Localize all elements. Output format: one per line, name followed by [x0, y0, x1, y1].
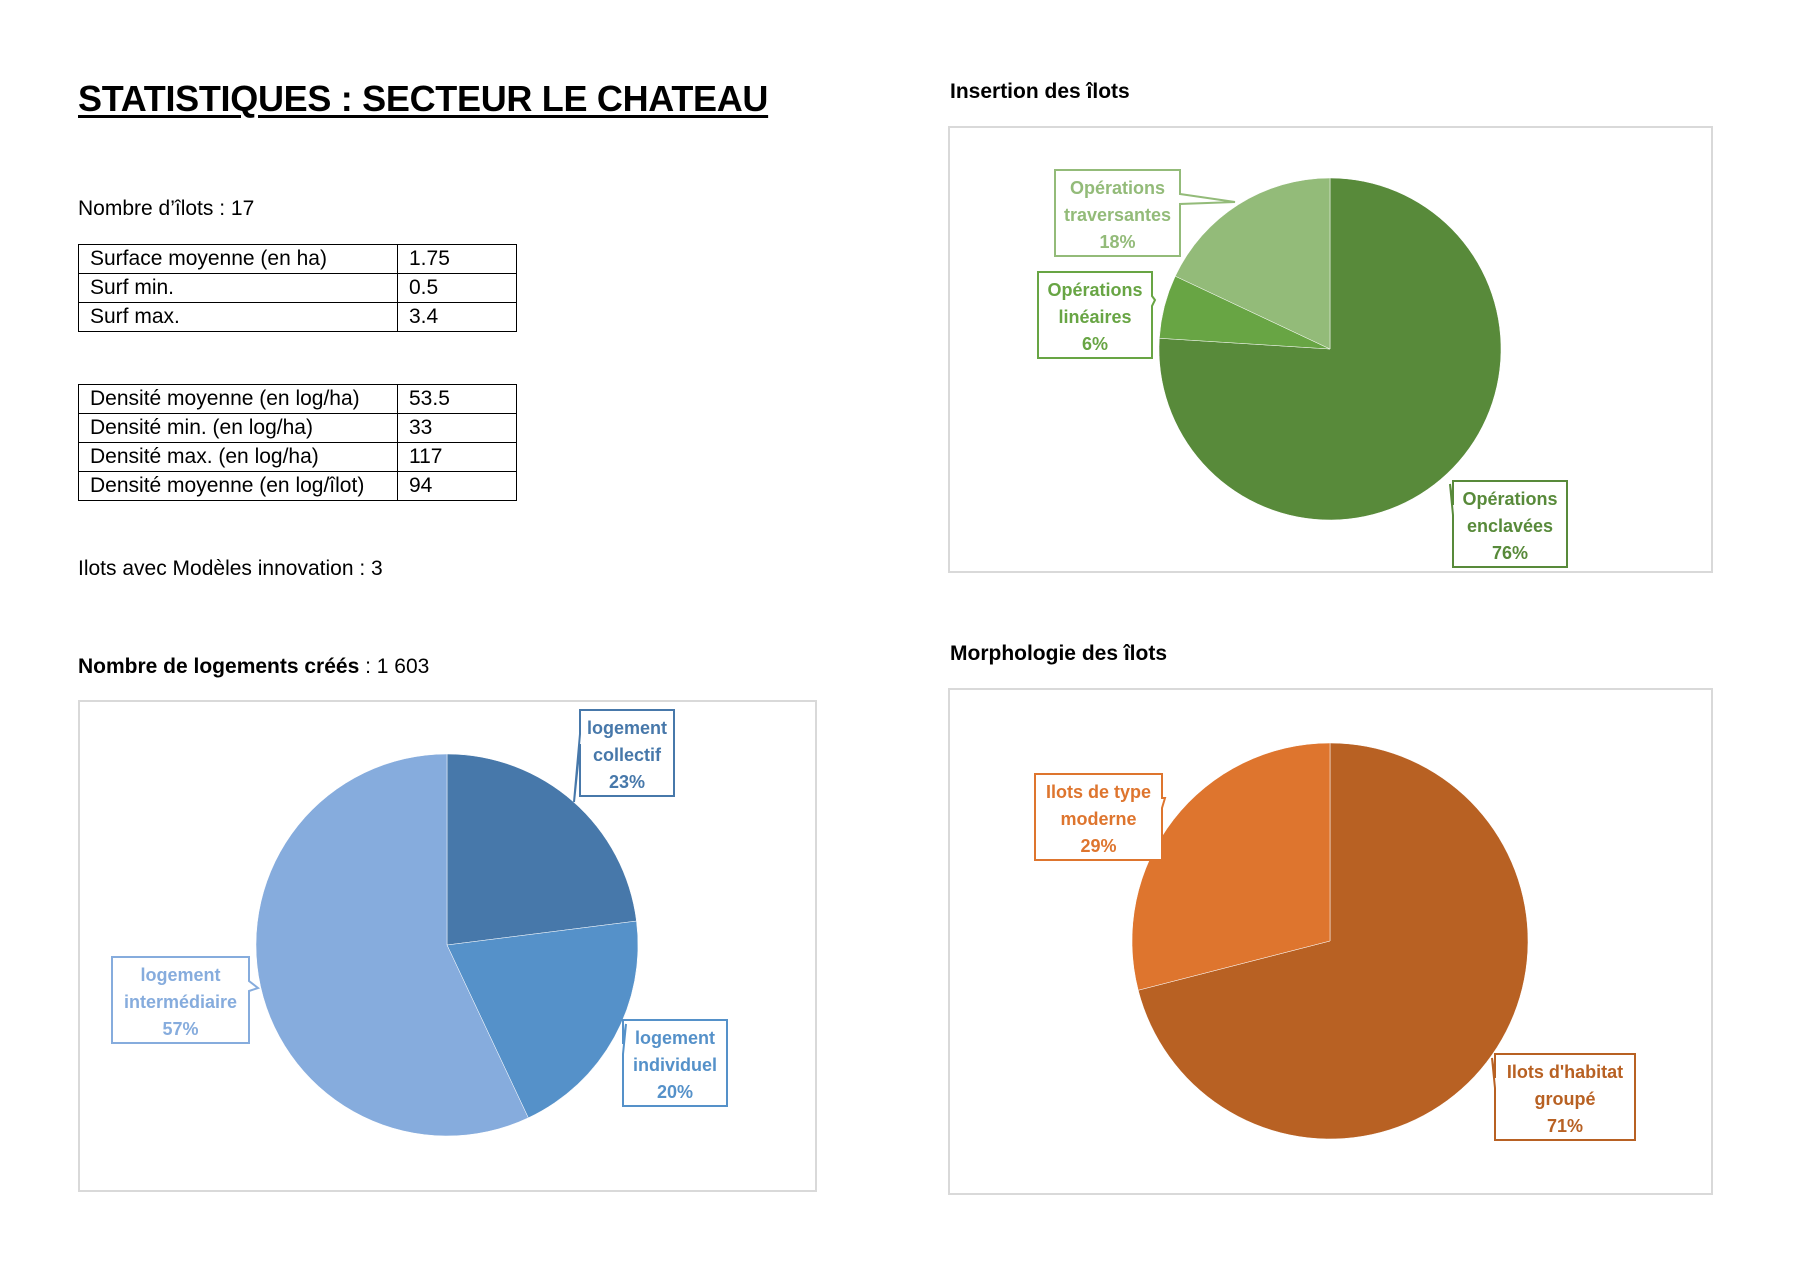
pie-slice: [1158, 177, 1502, 521]
data-label-box: [111, 956, 261, 1044]
data-label-name: logement: [635, 1028, 715, 1048]
data-label-box: [1449, 480, 1568, 568]
table-row: Surf max. 3.4: [78, 302, 517, 332]
pie-slice: [446, 920, 639, 1119]
data-label-name: linéaires: [1058, 307, 1131, 327]
data-label-box: [622, 1019, 728, 1107]
pie-slice: [1174, 177, 1331, 350]
logements-value: : 1 603: [359, 655, 430, 678]
data-label-name: enclavées: [1467, 516, 1553, 536]
table-row: Surface moyenne (en ha) 1.75: [78, 244, 517, 274]
data-label-box: [1491, 1053, 1636, 1141]
data-label-box: [1034, 773, 1167, 861]
logements-chart: logement collectif 23% logement individuel 20…: [78, 700, 817, 1192]
table-cell-label: Surf max.: [78, 302, 398, 332]
morphologie-chart: Ilots d'habitat groupé 71% Ilots de type mod…: [948, 688, 1713, 1195]
table-cell-value: 53.5: [397, 384, 517, 414]
data-label-percent: 71%: [1547, 1116, 1583, 1136]
data-label-name: Opérations: [1047, 280, 1142, 300]
insertion-chart: Opérations enclavées 76% Opérations linéaire…: [948, 126, 1713, 573]
data-label-percent: 76%: [1492, 543, 1528, 563]
table-row: Densité moyenne (en log/îlot) 94: [78, 471, 517, 501]
page-title: STATISTIQUES : SECTEUR LE CHATEAU: [78, 78, 769, 119]
table-cell-label: Densité moyenne (en log/ha): [78, 384, 398, 414]
data-label-percent: 23%: [609, 772, 645, 792]
data-label-name: individuel: [633, 1055, 717, 1075]
table-cell-value: 3.4: [397, 302, 517, 332]
data-label-name: collectif: [593, 745, 662, 765]
surface-table: Surface moyenne (en ha) 1.75 Surf min. 0…: [78, 244, 517, 332]
table-cell-value: 117: [397, 442, 517, 472]
data-label-name: Opérations: [1070, 178, 1165, 198]
table-row: Densité min. (en log/ha) 33: [78, 413, 517, 443]
table-cell-value: 94: [397, 471, 517, 501]
data-label-name: logement: [587, 718, 667, 738]
data-label-box: [1037, 271, 1157, 359]
table-row: Densité max. (en log/ha) 117: [78, 442, 517, 472]
logements-pie-svg: logement collectif 23% logement individuel 20…: [111, 709, 728, 1137]
table-cell-label: Densité max. (en log/ha): [78, 442, 398, 472]
logements-title: Nombre de logements créés : 1 603: [78, 655, 429, 679]
innovation-count: Ilots avec Modèles innovation : 3: [78, 557, 383, 580]
data-label-name: traversantes: [1064, 205, 1171, 225]
table-cell-label: Surface moyenne (en ha): [78, 244, 398, 274]
table-cell-value: 1.75: [397, 244, 517, 274]
data-label-percent: 18%: [1099, 232, 1135, 252]
table-cell-value: 33: [397, 413, 517, 443]
table-cell-label: Densité min. (en log/ha): [78, 413, 398, 443]
table-cell-label: Densité moyenne (en log/îlot): [78, 471, 398, 501]
morphologie-pie-svg: Ilots d'habitat groupé 71% Ilots de type mod…: [1034, 742, 1636, 1141]
pie-slice: [1131, 742, 1331, 991]
insertion-title: Insertion des îlots: [950, 80, 1130, 103]
table-cell-label: Surf min.: [78, 273, 398, 303]
data-label-name: Ilots d'habitat: [1507, 1062, 1623, 1082]
table-row: Densité moyenne (en log/ha) 53.5: [78, 384, 517, 414]
logements-label: Nombre de logements créés: [78, 655, 360, 678]
data-label-name: logement: [140, 965, 220, 985]
data-label-percent: 6%: [1082, 334, 1108, 354]
data-label-box: [1054, 169, 1236, 257]
data-label-percent: 29%: [1080, 836, 1116, 856]
pie-slice: [1137, 742, 1529, 1140]
density-table: Densité moyenne (en log/ha) 53.5 Densité…: [78, 384, 517, 501]
table-cell-value: 0.5: [397, 273, 517, 303]
data-label-name: Ilots de type: [1046, 782, 1151, 802]
insertion-pie-svg: Opérations enclavées 76% Opérations linéaire…: [1037, 169, 1568, 568]
data-label-name: intermédiaire: [124, 992, 237, 1012]
data-label-name: moderne: [1060, 809, 1136, 829]
data-label-percent: 57%: [162, 1019, 198, 1039]
pie-slice: [255, 753, 529, 1137]
table-row: Surf min. 0.5: [78, 273, 517, 303]
data-label-name: Opérations: [1462, 489, 1557, 509]
morphologie-title: Morphologie des îlots: [950, 642, 1168, 665]
data-label-box: [573, 709, 675, 803]
data-label-name: groupé: [1535, 1089, 1596, 1109]
data-label-percent: 20%: [657, 1082, 693, 1102]
ilots-count: Nombre d’îlots : 17: [78, 197, 255, 220]
